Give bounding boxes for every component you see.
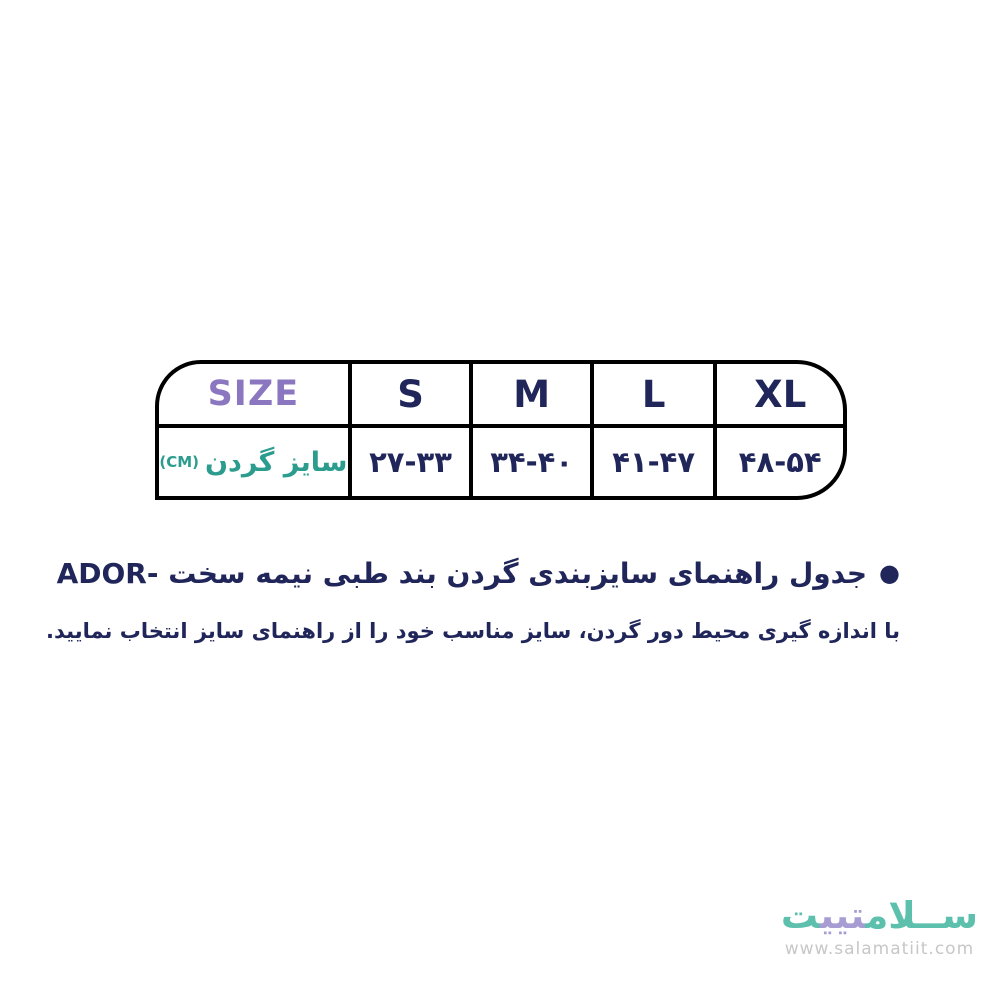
wordmark-part-left: ‍ت [780, 894, 820, 937]
wordmark-part-middle: ‍تیی‍ [820, 894, 866, 937]
size-header-label: SIZE [207, 374, 300, 415]
note-line2: با اندازه گیری محیط دور گردن، سایز مناسب… [46, 619, 900, 643]
brand-wordmark: ســلام‍‍تیی‍‍ت [780, 894, 978, 937]
table-header-size: SIZE [159, 364, 352, 429]
table-header-s: S [351, 364, 474, 429]
table-row-label-cell: سایز گردن (CM) [159, 428, 352, 496]
column-label-l: L [641, 372, 666, 416]
neck-size-label: سایز گردن [204, 446, 348, 478]
wordmark-part-right: ســلام‍ [865, 894, 978, 937]
note-line1: ● جدول راهنمای سایزبندی گردن بند طبی نیمه… [57, 549, 900, 598]
column-label-xl: XL [754, 372, 807, 416]
column-label-m: M [513, 372, 551, 416]
size-table: SIZE S M L XL سایز گردن (CM) ۲۷-۳۳ ۳۴-۴۰… [155, 360, 847, 500]
unit-label-cm: (CM) [159, 453, 199, 472]
note-line1-text: جدول راهنمای سایزبندی گردن بند طبی نیمه … [56, 557, 868, 590]
brand-logo: ســلام‍‍تیی‍‍ت www.salamatiit.com [780, 894, 978, 959]
size-range-l: ۴۱-۴۷ [594, 428, 718, 496]
size-range-m: ۳۴-۴۰ [473, 428, 594, 496]
column-label-s: S [397, 372, 424, 416]
size-range-xl: ۴۸-۵۴ [738, 445, 822, 480]
size-range-s: ۲۷-۳۳ [352, 428, 474, 496]
table-header-l: L [593, 364, 718, 429]
brand-url: www.salamatiit.com [784, 938, 975, 959]
table-header-m: M [473, 364, 594, 429]
table-header-xl: XL [717, 364, 843, 429]
bullet-icon: ● [879, 559, 900, 587]
